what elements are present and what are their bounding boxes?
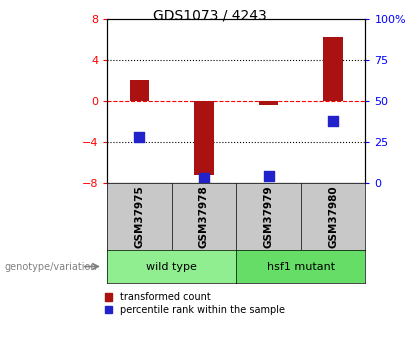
Text: wild type: wild type (146, 262, 197, 272)
Text: GSM37975: GSM37975 (134, 185, 144, 248)
Text: GSM37978: GSM37978 (199, 185, 209, 248)
Bar (194, 101, 214, 175)
Bar (130, 80, 149, 101)
Bar (323, 37, 343, 101)
Point (201, 175, 207, 181)
Text: genotype/variation: genotype/variation (4, 262, 97, 272)
Text: GSM37980: GSM37980 (328, 185, 338, 248)
Text: hsf1 mutant: hsf1 mutant (267, 262, 335, 272)
Legend: transformed count, percentile rank within the sample: transformed count, percentile rank withi… (104, 291, 286, 316)
Point (136, 134, 143, 140)
Text: GSM37979: GSM37979 (263, 185, 273, 248)
Bar (259, 101, 278, 105)
Point (330, 118, 336, 124)
Text: GDS1073 / 4243: GDS1073 / 4243 (153, 9, 267, 23)
Point (265, 174, 272, 179)
